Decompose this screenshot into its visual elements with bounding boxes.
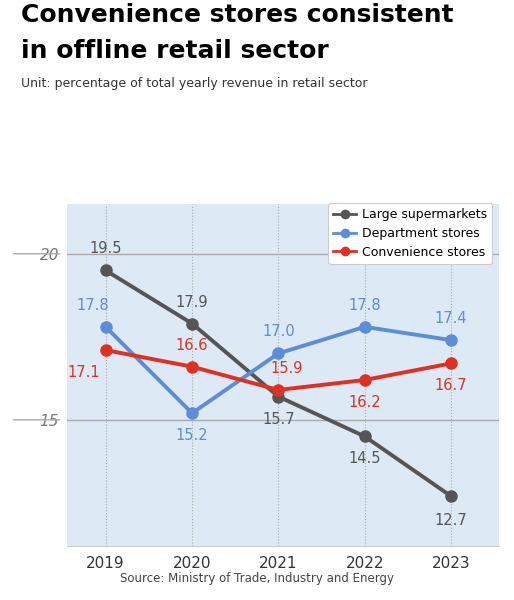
Legend: Large supermarkets, Department stores, Convenience stores: Large supermarkets, Department stores, C… xyxy=(328,203,492,263)
Text: 15.7: 15.7 xyxy=(262,412,295,427)
Text: 16.6: 16.6 xyxy=(176,338,208,353)
Text: 12.7: 12.7 xyxy=(435,513,467,528)
Text: 16.2: 16.2 xyxy=(348,395,381,410)
Text: 17.4: 17.4 xyxy=(435,311,467,326)
Text: 15.2: 15.2 xyxy=(176,428,208,443)
Text: 17.8: 17.8 xyxy=(348,298,381,313)
Text: 17.1: 17.1 xyxy=(68,365,100,380)
Text: in offline retail sector: in offline retail sector xyxy=(21,39,328,63)
Text: 14.5: 14.5 xyxy=(348,451,381,466)
Text: Source: Ministry of Trade, Industry and Energy: Source: Ministry of Trade, Industry and … xyxy=(120,572,394,585)
Text: 19.5: 19.5 xyxy=(89,241,122,256)
Text: 17.9: 17.9 xyxy=(176,295,208,310)
Text: 16.7: 16.7 xyxy=(435,379,467,394)
Text: 17.8: 17.8 xyxy=(77,298,109,313)
Text: Convenience stores consistent: Convenience stores consistent xyxy=(21,3,453,27)
Text: 15.9: 15.9 xyxy=(271,361,303,376)
Text: Unit: percentage of total yearly revenue in retail sector: Unit: percentage of total yearly revenue… xyxy=(21,77,367,90)
Text: 17.0: 17.0 xyxy=(262,325,295,340)
